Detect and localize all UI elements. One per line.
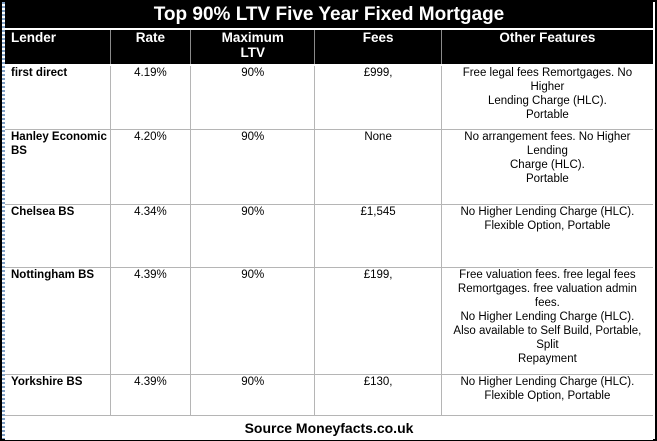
cell-lender: first direct — [5, 65, 111, 130]
cell-fees: £199, — [314, 267, 442, 375]
column-header-lender[interactable]: Lender — [5, 29, 111, 66]
cell-lender: Hanley Economic BS — [5, 129, 111, 205]
feature-line: Also available to Self Build, Portable, … — [453, 324, 642, 351]
cell-max-ltv: 90% — [190, 267, 316, 375]
cell-other-features: No Higher Lending Charge (HLC). Flexible… — [441, 204, 653, 268]
table-header-row: Lender Rate Maximum LTV Fees Other Featu… — [5, 29, 653, 66]
source-attribution: Source Moneyfacts.co.uk — [5, 414, 653, 440]
feature-line: Portable — [525, 109, 569, 121]
table-row: Yorkshire BS 4.39% 90% £130, No Higher L… — [5, 374, 653, 416]
feature-line: No Higher Lending Charge (HLC). — [460, 375, 635, 388]
cell-fees: £999, — [314, 65, 442, 130]
cell-other-features: No Higher Lending Charge (HLC). Flexible… — [441, 374, 653, 416]
cell-fees: None — [314, 129, 442, 205]
cell-max-ltv: 90% — [190, 129, 316, 205]
table-title: Top 90% LTV Five Year Fixed Mortgage — [5, 2, 653, 30]
feature-line: No Higher Lending Charge (HLC). — [460, 310, 635, 323]
column-header-other-features[interactable]: Other Features — [441, 29, 653, 66]
cell-max-ltv: 90% — [190, 374, 316, 416]
cell-other-features: No arrangement fees. No Higher Lending C… — [441, 129, 653, 205]
feature-line: No arrangement fees. No Higher Lending — [464, 130, 631, 157]
feature-line: Charge (HLC). — [510, 158, 585, 171]
left-edge-marker — [2, 2, 5, 439]
cell-rate: 4.39% — [110, 374, 192, 416]
column-header-rate[interactable]: Rate — [110, 29, 192, 66]
cell-other-features: Free legal fees Remortgages. No Higher L… — [441, 65, 653, 130]
cell-max-ltv: 90% — [190, 65, 316, 130]
cell-fees: £1,545 — [314, 204, 442, 268]
mortgage-comparison-table: Top 90% LTV Five Year Fixed Mortgage Len… — [5, 2, 653, 440]
table-footer-row: Source Moneyfacts.co.uk — [5, 414, 653, 440]
cell-lender: Nottingham BS — [5, 267, 111, 375]
cell-rate: 4.39% — [110, 267, 192, 375]
feature-line: Free legal fees Remortgages. No Higher — [462, 67, 633, 93]
cell-lender: Chelsea BS — [5, 204, 111, 268]
feature-line: Remortgages. free valuation admin fees. — [457, 282, 637, 309]
table-row: Nottingham BS 4.39% 90% £199, Free valua… — [5, 267, 653, 375]
feature-line: Repayment — [517, 352, 577, 365]
column-header-maximum-ltv-line1: Maximum — [221, 30, 284, 45]
cell-rate: 4.20% — [110, 129, 192, 205]
cell-rate: 4.19% — [110, 65, 192, 130]
table-row: Hanley Economic BS 4.20% 90% None No arr… — [5, 129, 653, 205]
cell-max-ltv: 90% — [190, 204, 316, 268]
column-header-maximum-ltv-line2: LTV — [240, 45, 265, 60]
feature-line: Free valuation fees. free legal fees — [459, 268, 636, 281]
table-row: Chelsea BS 4.34% 90% £1,545 No Higher Le… — [5, 204, 653, 268]
cell-rate: 4.34% — [110, 204, 192, 268]
feature-line: No Higher Lending Charge (HLC). — [460, 205, 635, 218]
cell-fees: £130, — [314, 374, 442, 416]
column-header-fees[interactable]: Fees — [314, 29, 442, 66]
cell-other-features: Free valuation fees. free legal fees Rem… — [441, 267, 653, 375]
cell-lender: Yorkshire BS — [5, 374, 111, 416]
feature-line: Portable — [525, 172, 569, 185]
feature-line: Flexible Option, Portable — [484, 219, 611, 232]
feature-line: Lending Charge (HLC). — [487, 95, 607, 107]
column-header-maximum-ltv[interactable]: Maximum LTV — [190, 29, 316, 66]
table-row: first direct 4.19% 90% £999, Free legal … — [5, 65, 653, 130]
feature-line: Flexible Option, Portable — [484, 389, 611, 402]
table-title-row: Top 90% LTV Five Year Fixed Mortgage — [5, 2, 653, 30]
